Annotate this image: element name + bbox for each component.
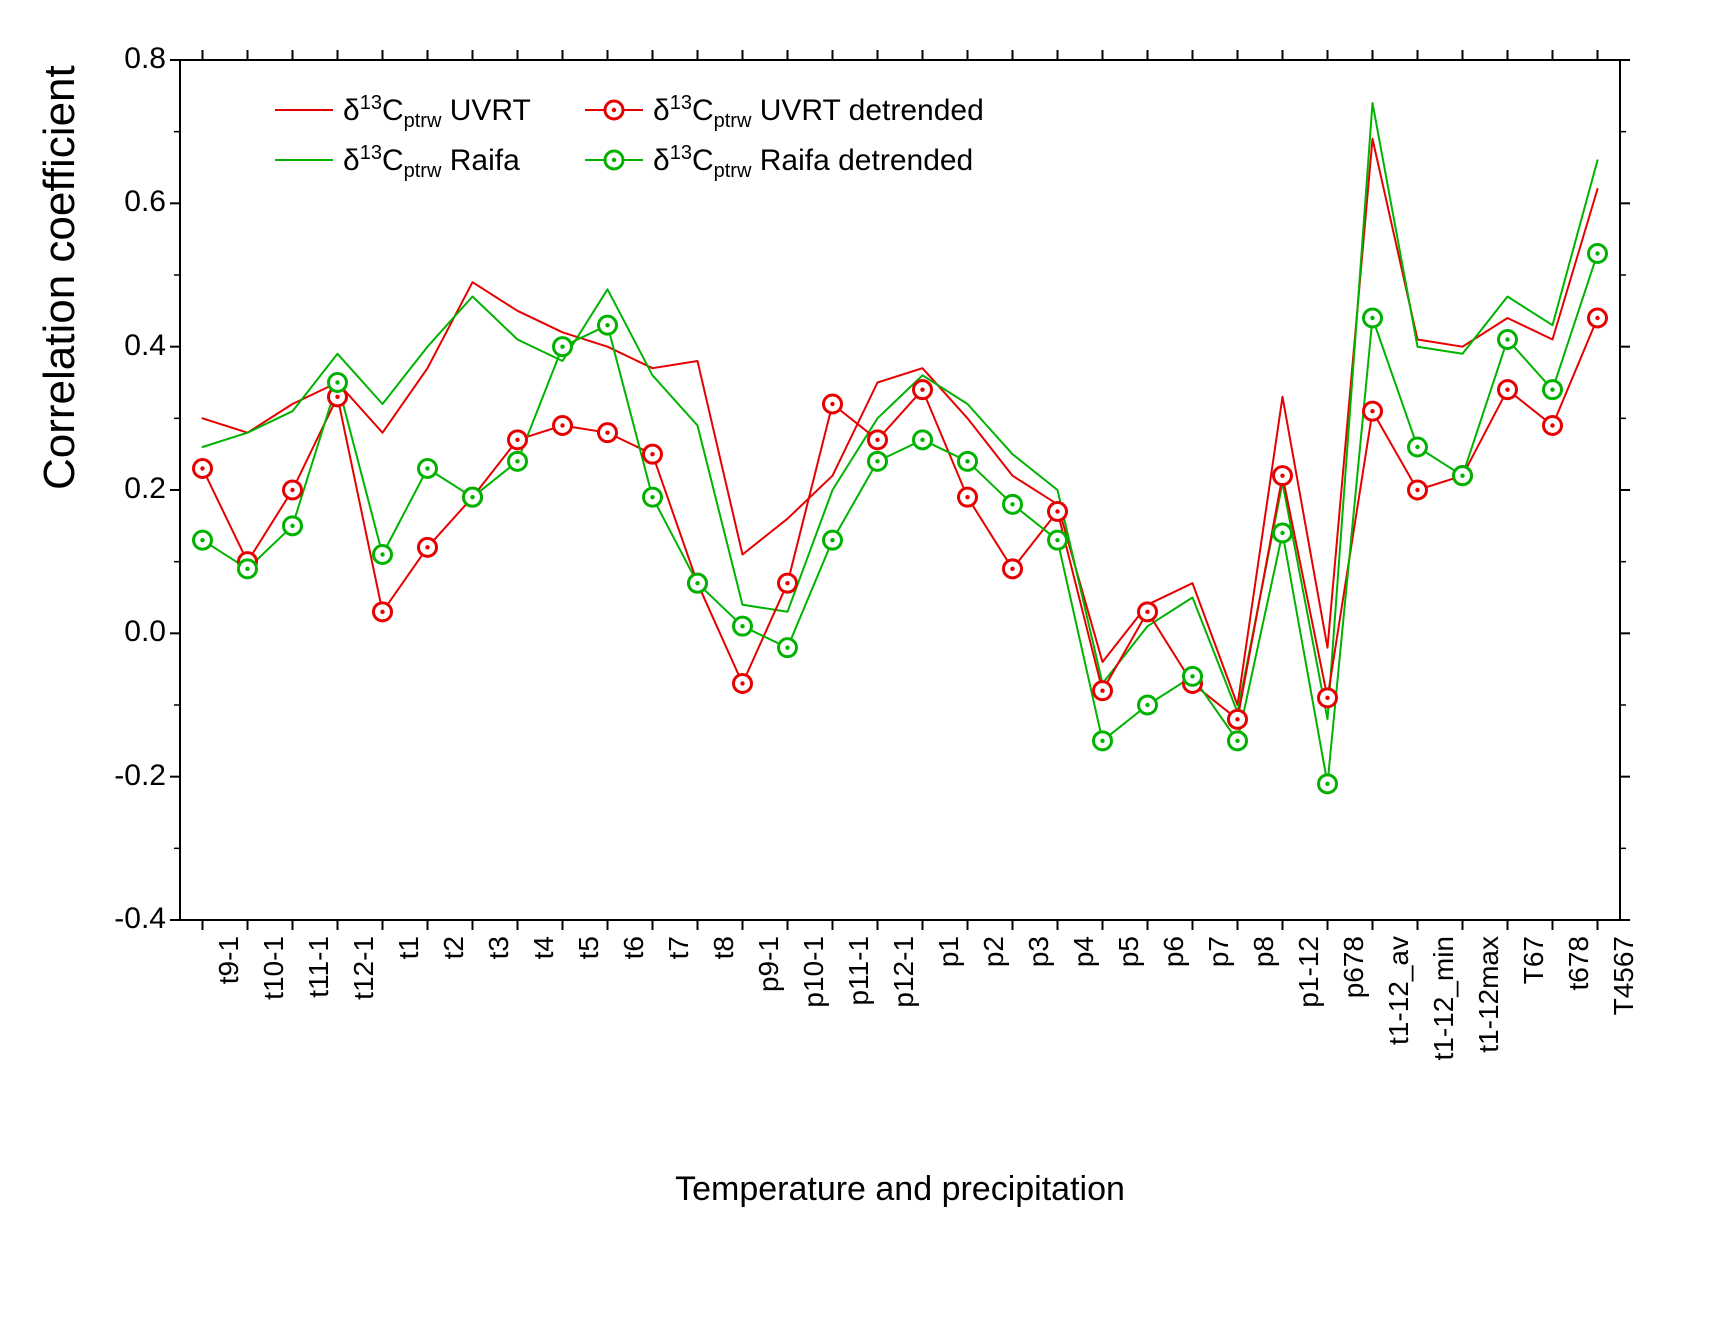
x-tick-label: t4 <box>528 936 560 1136</box>
chart-container: { "chart": { "type": "line", "width_px":… <box>0 0 1719 1321</box>
x-tick-label: p3 <box>1023 936 1055 1136</box>
x-tick-label: p5 <box>1113 936 1145 1136</box>
x-axis-label: Temperature and precipitation <box>675 1170 1125 1209</box>
y-tick-label: -0.2 <box>86 759 166 793</box>
x-tick-label: t10-1 <box>258 936 290 1136</box>
x-tick-label: p4 <box>1068 936 1100 1136</box>
x-tick-label: p678 <box>1338 936 1370 1136</box>
x-tick-label: t9-1 <box>213 936 245 1136</box>
x-tick-label: t1 <box>393 936 425 1136</box>
legend-item: δ13Cptrw Raifa detrended <box>653 142 973 183</box>
x-tick-label: t3 <box>483 936 515 1136</box>
x-tick-label: p1-12 <box>1293 936 1325 1136</box>
x-tick-label: p6 <box>1158 936 1190 1136</box>
y-tick-label: 0.8 <box>86 42 166 76</box>
x-tick-label: t1-12_min <box>1428 936 1460 1136</box>
x-tick-label: p10-1 <box>798 936 830 1136</box>
x-tick-label: t1-12_av <box>1383 936 1415 1136</box>
y-tick-label: -0.4 <box>86 902 166 936</box>
x-tick-label: t5 <box>573 936 605 1136</box>
x-tick-label: t12-1 <box>348 936 380 1136</box>
x-tick-label: t11-1 <box>303 936 335 1136</box>
x-tick-label: p7 <box>1203 936 1235 1136</box>
legend-item: δ13Cptrw Raifa <box>343 142 520 183</box>
x-tick-label: t6 <box>618 936 650 1136</box>
x-tick-label: T67 <box>1518 936 1550 1136</box>
x-tick-label: t1-12max <box>1473 936 1505 1136</box>
x-tick-label: p2 <box>978 936 1010 1136</box>
x-tick-label: t8 <box>708 936 740 1136</box>
y-tick-label: 0.0 <box>86 615 166 649</box>
y-tick-label: 0.6 <box>86 185 166 219</box>
x-tick-label: p8 <box>1248 936 1280 1136</box>
legend-item: δ13Cptrw UVRT <box>343 92 531 133</box>
x-tick-label: p11-1 <box>843 936 875 1136</box>
x-tick-label: t2 <box>438 936 470 1136</box>
x-tick-label: p1 <box>933 936 965 1136</box>
x-tick-label: t678 <box>1563 936 1595 1136</box>
x-tick-label: t7 <box>663 936 695 1136</box>
legend-item: δ13Cptrw UVRT detrended <box>653 92 984 133</box>
y-tick-label: 0.4 <box>86 329 166 363</box>
x-tick-label: p9-1 <box>753 936 785 1136</box>
y-tick-label: 0.2 <box>86 472 166 506</box>
x-tick-label: p12-1 <box>888 936 920 1136</box>
x-tick-label: T4567 <box>1608 936 1640 1136</box>
